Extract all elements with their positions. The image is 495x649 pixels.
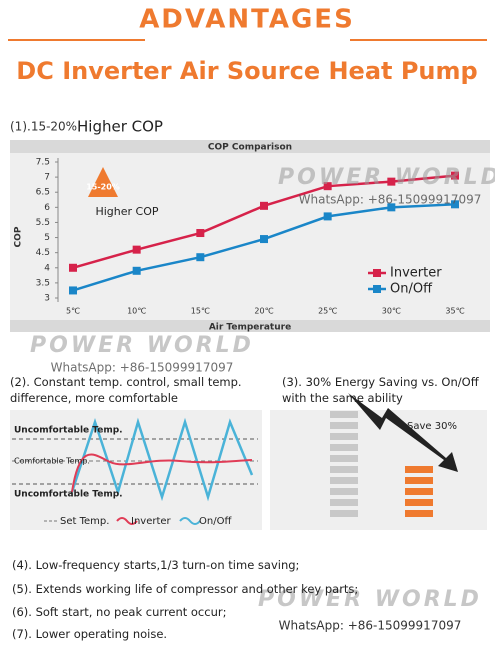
point — [451, 171, 459, 180]
y-axis-title: COP — [14, 226, 24, 247]
list-item: (4). Low-frequency starts,1/3 turn-on ti… — [12, 558, 300, 572]
x-axis-title: Air Temperature — [209, 323, 291, 333]
point — [260, 201, 268, 210]
point — [132, 266, 141, 275]
chart-panel — [10, 140, 490, 332]
point — [451, 200, 459, 209]
point — [323, 182, 332, 191]
title: ADVANTAGES — [139, 5, 355, 35]
section-heading: (3). 30% Energy Saving vs. On/Off with t… — [282, 375, 479, 405]
point — [387, 177, 396, 186]
y-tick-label: 7.5 — [36, 158, 50, 168]
label: Uncomfortable Temp. — [14, 426, 123, 436]
x-tick-label: 15℃ — [191, 307, 210, 316]
y-tick-label: 6.5 — [36, 188, 50, 198]
badge-text: 15-20% — [86, 183, 120, 192]
section-heading: (2). Constant temp. control, small temp.… — [10, 375, 242, 405]
bar-stack — [405, 466, 433, 517]
y-tick-label: 5.5 — [36, 218, 50, 228]
x-tick-label: 30℃ — [382, 307, 401, 316]
section-heading: Higher COP — [77, 118, 163, 136]
onoff-curve — [70, 417, 254, 502]
x-tick-label: 5℃ — [66, 307, 80, 316]
subtitle: DC Inverter Air Source Heat Pump — [16, 57, 477, 85]
x-tick-label: 20℃ — [254, 307, 273, 316]
point — [323, 212, 332, 221]
bar-stack — [330, 411, 358, 517]
legend-label: On/Off — [199, 516, 232, 527]
y-tick-label: 4.5 — [36, 248, 50, 258]
legend-swatch — [179, 517, 201, 525]
legend-label: On/Off — [390, 282, 433, 297]
annotation: Higher COP — [95, 205, 158, 218]
label: Uncomfortable Temp. — [14, 490, 123, 500]
list-item: (5). Extends working life of compressor … — [12, 582, 359, 596]
watermark-brand: POWER WORLD — [278, 165, 495, 190]
list-item: (7). Lower operating noise. — [12, 627, 168, 641]
y-tick-label: 3 — [44, 294, 50, 304]
y-tick-label: 7 — [44, 173, 50, 183]
y-tick-label: 3.5 — [36, 278, 50, 288]
note: Save 30% — [407, 421, 457, 432]
x-tick-label: 25℃ — [318, 307, 337, 316]
point — [69, 286, 77, 295]
badge-arrow — [88, 167, 118, 197]
point — [132, 245, 141, 254]
chart-header — [10, 140, 490, 153]
chart-footer — [10, 320, 490, 332]
point — [69, 263, 77, 272]
watermark-brand: POWER WORLD — [258, 587, 482, 612]
watermark-contact: WhatsApp: +86-15099917097 — [279, 619, 462, 633]
y-tick-label: 4 — [44, 263, 50, 273]
point — [260, 235, 268, 244]
y-tick-label: 5 — [44, 233, 50, 243]
diagram-panel — [270, 410, 487, 530]
section-label: (1).15-20% — [10, 120, 77, 134]
point — [196, 229, 205, 238]
legend-label: Set Temp. — [60, 516, 109, 527]
legend-label: Inverter — [390, 266, 442, 281]
inverter-curve — [71, 453, 253, 493]
arrow — [348, 393, 458, 472]
point — [196, 253, 205, 262]
legend-swatch — [373, 285, 381, 293]
legend-label: Inverter — [131, 516, 172, 527]
watermark-brand: POWER WORLD — [30, 333, 254, 358]
x-tick-label: 10℃ — [127, 307, 146, 316]
legend-swatch — [373, 269, 381, 277]
watermark-contact: WhatsApp: +86-15099917097 — [51, 361, 234, 375]
legend-swatch — [116, 517, 138, 525]
label: Comfortable Temp. — [14, 457, 90, 466]
x-tick-label: 35℃ — [445, 307, 464, 316]
y-tick-label: 6 — [44, 203, 50, 213]
point — [387, 203, 396, 212]
watermark-contact: WhatsApp: +86-15099917097 — [299, 193, 482, 207]
list-item: (6). Soft start, no peak current occur; — [12, 605, 227, 619]
chart-title: COP Comparison — [208, 143, 292, 153]
